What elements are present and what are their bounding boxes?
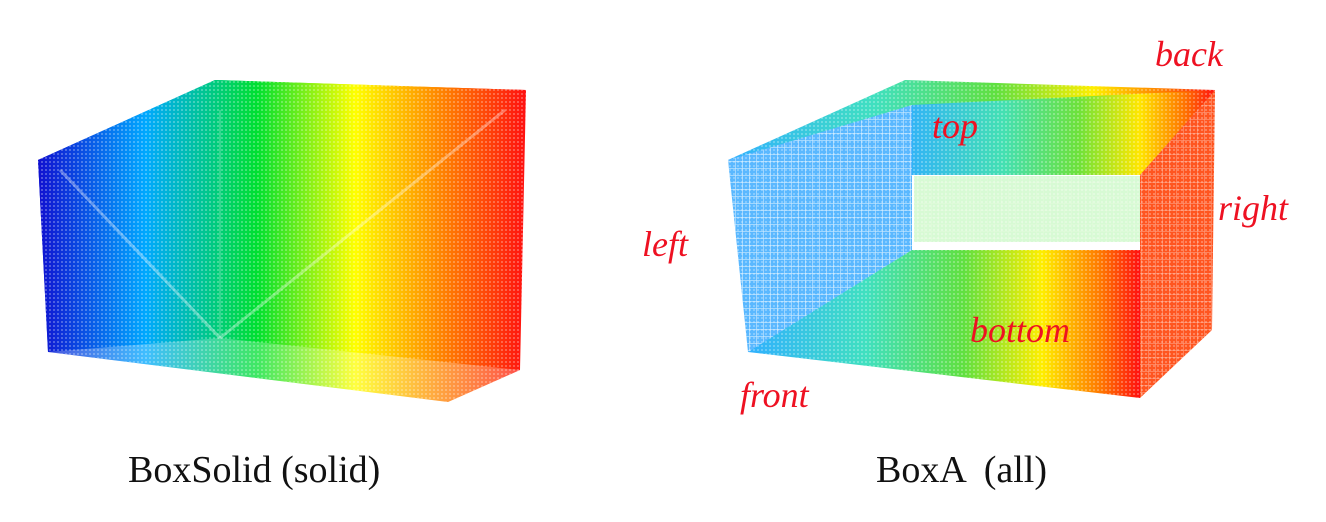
box-a-pointcloud [728, 80, 1215, 398]
face-label-right: right [1218, 188, 1289, 228]
face-label-back: back [1155, 34, 1224, 74]
caption-box-a: BoxA (all) [876, 449, 1047, 491]
face-label-left: left [642, 224, 689, 264]
caption-box-solid: BoxSolid (solid) [128, 449, 381, 491]
face-label-top: top [932, 106, 978, 146]
face-label-front: front [740, 375, 810, 415]
face-label-bottom: bottom [970, 310, 1070, 350]
box-solid-pointcloud [38, 80, 526, 402]
